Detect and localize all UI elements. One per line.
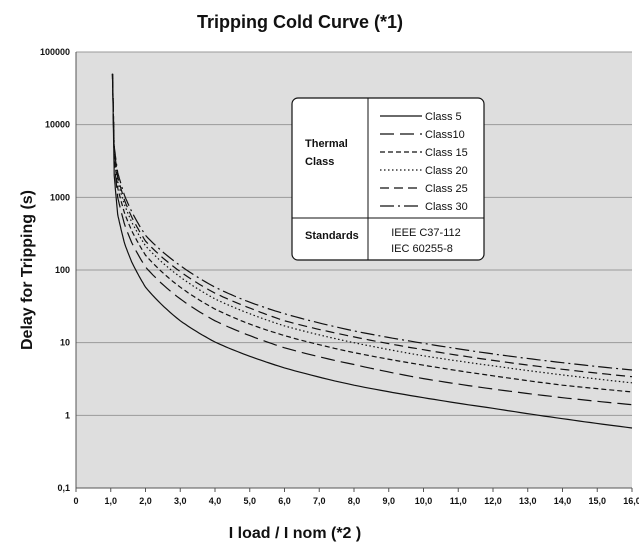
- x-ticks: 0 1,0 2,0 3,0 4,0 5,0 6,0 7,0 8,0 9,0 10,0 11,0 12,0…: [73, 488, 639, 506]
- x-tick-label: 16,0: [623, 496, 639, 506]
- x-axis-label: I load / I nom (*2 ): [229, 525, 361, 542]
- x-tick-label: 13,0: [519, 496, 537, 506]
- x-tick-label: 8,0: [348, 496, 361, 506]
- y-tick-label: 10000: [45, 120, 70, 130]
- legend-label: Class 5: [425, 111, 462, 123]
- legend-label: Class 15: [425, 147, 468, 159]
- legend-class-label: Class: [305, 156, 334, 168]
- legend-label: Class 30: [425, 201, 468, 213]
- y-tick-label: 10: [60, 338, 70, 348]
- legend-label: Class 25: [425, 183, 468, 195]
- y-tick-label: 100: [55, 265, 70, 275]
- legend-entries: Class 5 Class10 Class 15 Class 20 Class 25 Cl…: [380, 111, 468, 213]
- y-tick-label: 100000: [40, 47, 70, 57]
- series-lines: [111, 73, 633, 429]
- x-tick-label: 7,0: [313, 496, 326, 506]
- x-tick-label: 6,0: [278, 496, 291, 506]
- x-tick-label: 1,0: [104, 496, 117, 506]
- x-tick-label: 12,0: [484, 496, 502, 506]
- series-line-class30: [111, 73, 633, 371]
- series-line-class10: [111, 73, 633, 406]
- legend-standard-ieee: IEEE C37-112: [391, 227, 461, 239]
- legend-label: Class 20: [425, 165, 468, 177]
- y-tick-label: 0,1: [57, 483, 70, 493]
- x-tick-label: 2,0: [139, 496, 152, 506]
- legend-standards-label: Standards: [305, 230, 359, 242]
- series-line-class25: [111, 73, 633, 378]
- legend-standard-iec: IEC 60255-8: [391, 243, 453, 255]
- x-tick-label: 15,0: [588, 496, 606, 506]
- x-tick-label: 11,0: [450, 496, 467, 506]
- legend: Thermal Class Standards IEEE C37-112 IEC…: [291, 97, 485, 261]
- series-line-class15: [111, 73, 633, 393]
- y-ticks: 0,1 1 10 100 1000 10000 100000: [40, 47, 70, 493]
- legend-box: [291, 97, 485, 261]
- legend-thermal-label: Thermal: [305, 138, 348, 150]
- x-tick-label: 9,0: [382, 496, 395, 506]
- x-tick-label: 3,0: [174, 496, 187, 506]
- y-axis-label: Delay for Tripping (s): [19, 190, 36, 350]
- series-line-class5: [111, 73, 633, 429]
- x-tick-label: 5,0: [243, 496, 256, 506]
- x-tick-label: 4,0: [209, 496, 222, 506]
- x-tick-label: 10,0: [415, 496, 433, 506]
- legend-label: Class10: [425, 129, 465, 141]
- y-tick-label: 1000: [50, 192, 70, 202]
- series-line-class20: [111, 73, 633, 384]
- chart-title: Tripping Cold Curve (*1): [197, 12, 403, 32]
- x-tick-label: 0: [73, 496, 78, 506]
- y-tick-label: 1: [65, 410, 70, 420]
- x-tick-label: 14,0: [554, 496, 572, 506]
